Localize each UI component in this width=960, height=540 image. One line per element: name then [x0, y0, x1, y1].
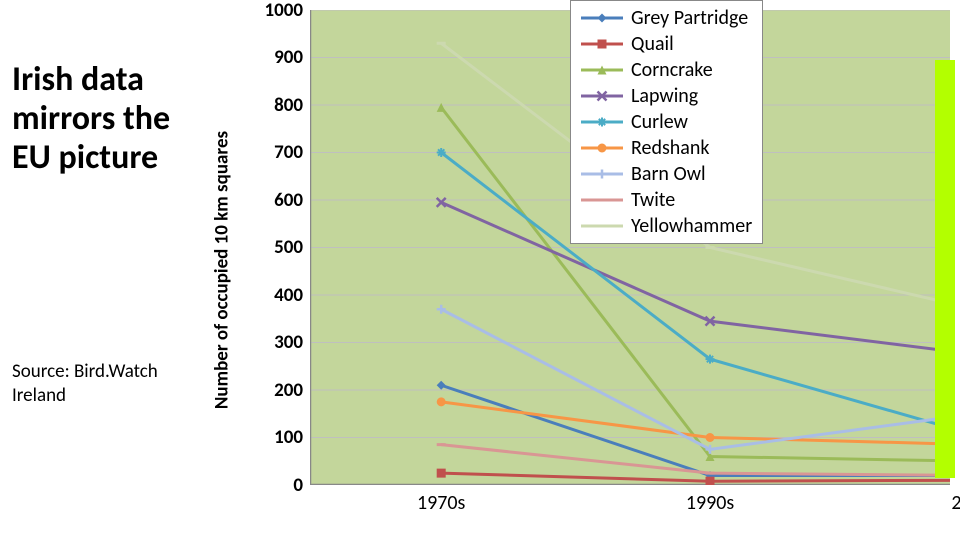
- legend-label: Corncrake: [631, 58, 713, 82]
- legend-label: Barn Owl: [631, 162, 706, 186]
- legend-label: Lapwing: [631, 84, 698, 108]
- series-barn-owl: [437, 305, 950, 454]
- y-tick-label: 1000: [255, 0, 303, 22]
- legend-swatch-icon: [579, 216, 625, 236]
- legend-swatch-icon: [579, 86, 625, 106]
- x-tick-label: 1970s: [401, 491, 481, 515]
- x-tick-label: 1990s: [670, 491, 750, 515]
- legend-label: Curlew: [631, 110, 688, 134]
- chart-legend: Grey PartridgeQuailCorncrakeLapwingCurle…: [570, 0, 763, 244]
- legend-swatch-icon: [579, 138, 625, 158]
- legend-label: Twite: [631, 188, 675, 212]
- y-tick-label: 0: [255, 474, 303, 497]
- green-accent-strip: [935, 60, 955, 478]
- legend-item: Barn Owl: [579, 161, 752, 187]
- y-tick-label: 100: [255, 426, 303, 449]
- legend-item: Lapwing: [579, 83, 752, 109]
- y-tick-label: 900: [255, 46, 303, 69]
- legend-swatch-icon: [579, 190, 625, 210]
- legend-item: Quail: [579, 31, 752, 57]
- legend-item: Grey Partridge: [579, 5, 752, 31]
- y-tick-label: 300: [255, 331, 303, 354]
- x-tick-label: 2010s: [936, 491, 960, 515]
- source-caption: Source: Bird.Watch Ireland: [12, 360, 192, 408]
- legend-swatch-icon: [579, 164, 625, 184]
- legend-label: Quail: [631, 32, 674, 56]
- slide: { "title": "Irish data mirrors the EU pi…: [0, 0, 960, 540]
- legend-item: Twite: [579, 187, 752, 213]
- y-tick-label: 700: [255, 141, 303, 164]
- y-axis-label: Number of occupied 10 km squares: [211, 131, 234, 409]
- legend-item: Curlew: [579, 109, 752, 135]
- legend-item: Corncrake: [579, 57, 752, 83]
- legend-label: Yellowhammer: [631, 214, 752, 238]
- legend-swatch-icon: [579, 60, 625, 80]
- series-grey-partridge: [437, 381, 950, 480]
- legend-item: Yellowhammer: [579, 213, 752, 239]
- legend-label: Redshank: [631, 136, 709, 160]
- legend-label: Grey Partridge: [631, 6, 748, 30]
- slide-title: Irish data mirrors the EU picture: [12, 60, 212, 177]
- legend-swatch-icon: [579, 8, 625, 28]
- legend-swatch-icon: [579, 112, 625, 132]
- y-tick-label: 500: [255, 236, 303, 259]
- y-tick-label: 600: [255, 189, 303, 212]
- y-tick-label: 400: [255, 284, 303, 307]
- legend-swatch-icon: [579, 34, 625, 54]
- y-tick-label: 200: [255, 379, 303, 402]
- legend-item: Redshank: [579, 135, 752, 161]
- y-tick-label: 800: [255, 94, 303, 117]
